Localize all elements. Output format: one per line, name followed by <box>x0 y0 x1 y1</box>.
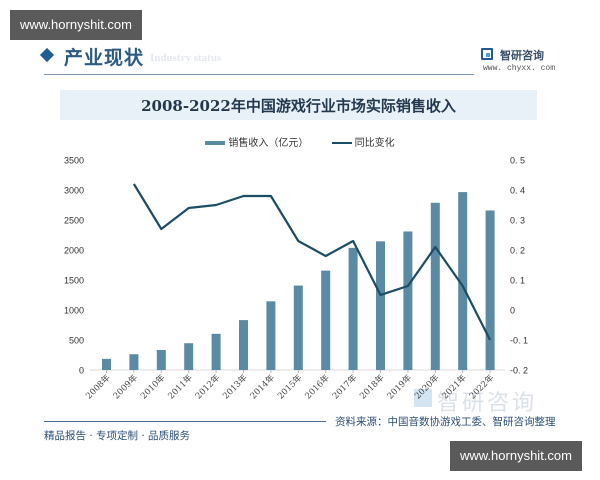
revenue-bar <box>156 350 166 370</box>
ghost-brand-text: 智研咨询 <box>437 391 538 416</box>
header-divider <box>44 74 474 75</box>
watermark-badge-bottom: www.hornyshit.com <box>450 441 582 471</box>
revenue-bar <box>485 210 495 370</box>
chart-legend: 销售收入（亿元） 同比变化 <box>0 134 600 150</box>
right-axis-tick: 0. 5 <box>510 156 525 166</box>
revenue-bar <box>293 285 303 370</box>
x-axis-label: 2014年 <box>248 372 277 401</box>
left-axis-tick: 1000 <box>64 306 84 316</box>
right-axis-tick: -0. 2 <box>510 366 528 376</box>
revenue-bar <box>239 320 248 370</box>
left-axis-tick: 1500 <box>64 276 84 286</box>
watermark-badge-top: www.hornyshit.com <box>10 10 142 40</box>
x-axis-label: 2015年 <box>275 372 304 401</box>
brand-url: www. chyxx. com <box>483 64 556 73</box>
footer-slogan: 精品报告 · 专项定制 · 品质服务 <box>44 430 191 442</box>
x-axis-label: 2016年 <box>303 372 332 401</box>
footer-divider <box>44 421 326 422</box>
data-source-note: 资料来源：中国音数协游戏工委、智研咨询整理 <box>335 416 556 428</box>
right-axis-tick: -0. 1 <box>510 336 528 346</box>
revenue-bar <box>184 343 194 370</box>
revenue-bar <box>211 333 221 370</box>
bar-swatch-icon <box>205 141 226 145</box>
brand-logo-icon <box>481 48 493 60</box>
revenue-bar <box>266 301 276 370</box>
revenue-bar <box>321 270 331 370</box>
section-subtitle: Industry status <box>150 52 222 64</box>
x-axis-label: 2011年 <box>166 372 195 401</box>
left-axis-tick: 0 <box>79 366 84 376</box>
section-title: 产业现状 <box>64 47 145 69</box>
right-axis-tick: 0. 2 <box>510 246 525 256</box>
ghost-logo-icon <box>414 389 432 407</box>
section-header: Industry status 产业现状 <box>39 42 592 72</box>
x-axis-label: 2021年 <box>440 372 469 401</box>
x-axis-label: 2009年 <box>111 372 140 401</box>
brand-block: 智研咨询 www. chyxx. com <box>481 47 591 77</box>
revenue-bar <box>403 231 413 370</box>
revenue-bar <box>458 192 468 370</box>
legend-item-yoy: 同比变化 <box>331 134 395 149</box>
x-axis-label: 2020年 <box>412 372 441 401</box>
right-axis-tick: 0. 1 <box>510 276 525 286</box>
x-axis-label: 2010年 <box>138 372 167 401</box>
revenue-bar <box>348 247 358 370</box>
chart-title: 2008-2022年中国游戏行业市场实际销售收入 <box>141 97 456 115</box>
revenue-bar <box>376 241 385 370</box>
yoy-change-line <box>132 183 492 341</box>
left-axis-tick: 3000 <box>64 186 84 196</box>
line-swatch-icon <box>331 142 352 144</box>
revenue-bar <box>129 354 139 370</box>
legend-item-revenue: 销售收入（亿元） <box>205 134 308 149</box>
left-axis-tick: 3500 <box>64 156 84 166</box>
x-axis-label: 2022年 <box>467 372 496 401</box>
x-axis-label: 2019年 <box>385 372 414 401</box>
revenue-bar <box>430 202 440 370</box>
revenue-bar <box>102 358 111 370</box>
left-axis-tick: 2000 <box>64 246 84 256</box>
right-axis-tick: 0. 3 <box>510 216 525 226</box>
x-axis-label: 2012年 <box>193 372 222 401</box>
x-axis-label: 2017年 <box>330 372 359 401</box>
left-axis-tick: 500 <box>69 336 84 346</box>
legend-label-yoy: 同比变化 <box>354 138 395 149</box>
x-axis-label: 2018年 <box>358 372 387 401</box>
ghost-brand-watermark: 智研咨询 <box>415 385 537 417</box>
right-axis-tick: 0. 4 <box>510 186 525 196</box>
chart-title-banner: 2008-2022年中国游戏行业市场实际销售收入 <box>60 90 537 120</box>
legend-label-revenue: 销售收入（亿元） <box>228 138 309 149</box>
x-axis-label: 2013年 <box>221 372 250 401</box>
brand-name: 智研咨询 <box>500 49 544 62</box>
left-axis-tick: 2500 <box>64 216 84 226</box>
x-axis-label: 2008年 <box>84 372 113 401</box>
right-axis-tick: 0 <box>510 306 515 316</box>
